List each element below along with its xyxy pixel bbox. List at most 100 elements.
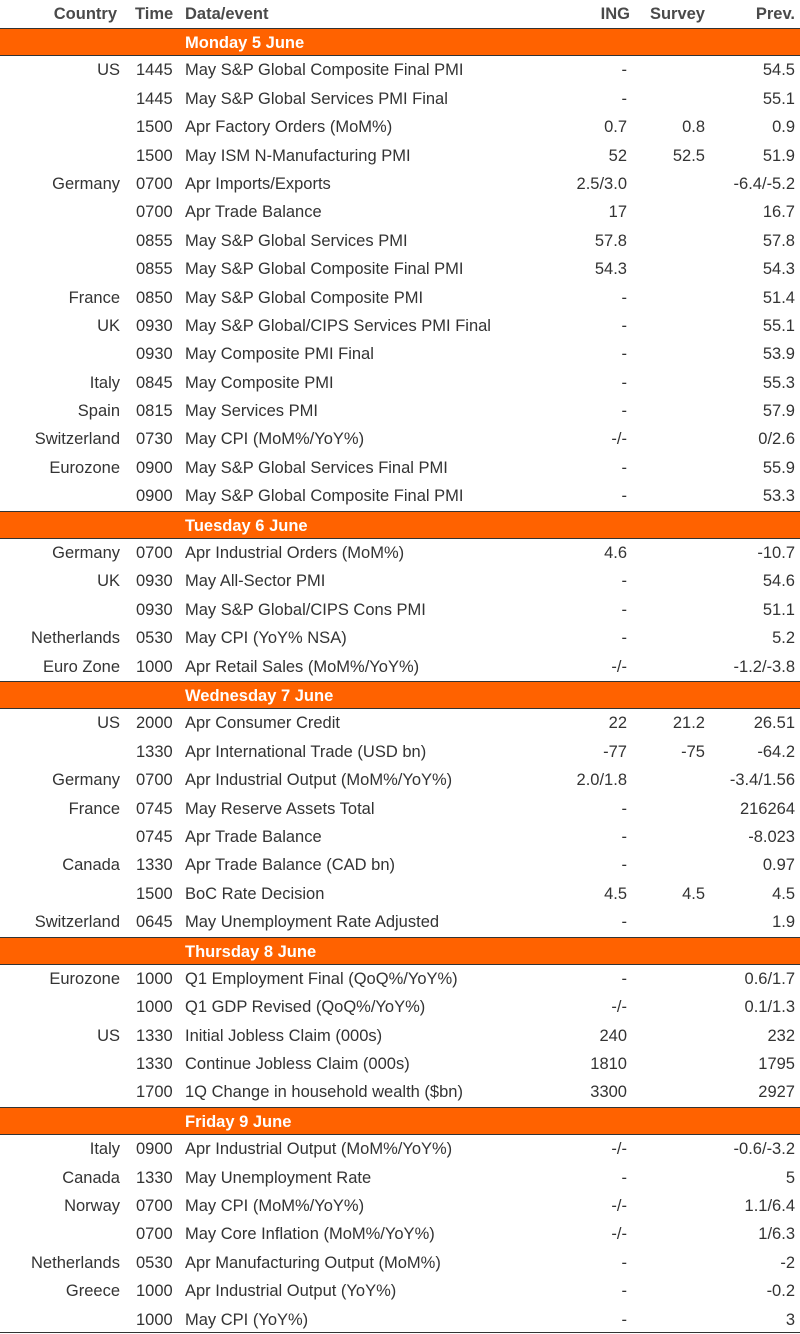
- cell-prev: 55.3: [762, 373, 795, 392]
- cell-event: May S&P Global/CIPS Cons PMI: [185, 600, 426, 619]
- table-row: Eurozone 1000 Q1 Employment Final (QoQ%/Yo…: [0, 965, 800, 993]
- cell-time: 0700: [136, 1225, 173, 1244]
- cell-prev: 5.2: [772, 629, 795, 648]
- table-row: 1000 Q1 GDP Revised (QoQ%/YoY%) -/- 0.1/1.3: [0, 993, 800, 1021]
- table-row: Germany 0700 Apr Industrial Orders (MoM%) 4…: [0, 539, 800, 567]
- cell-event: May CPI (YoY% NSA): [185, 629, 347, 648]
- cell-country: US: [97, 61, 120, 80]
- cell-country: UK: [97, 316, 120, 335]
- cell-ing: -: [621, 856, 628, 875]
- cell-time: 1445: [136, 61, 173, 80]
- header-event: Data/event: [185, 5, 269, 23]
- cell-country: Eurozone: [49, 969, 120, 988]
- cell-event: May S&P Global/CIPS Services PMI Final: [185, 316, 491, 335]
- cell-ing: 4.6: [604, 544, 627, 563]
- cell-event: Apr Trade Balance (CAD bn): [185, 856, 396, 875]
- cell-time: 1000: [136, 998, 173, 1017]
- cell-event: May Core Inflation (MoM%/YoY%): [185, 1225, 435, 1244]
- cell-time: 0900: [136, 458, 173, 477]
- cell-time: 0815: [136, 402, 173, 421]
- header-survey: Survey: [649, 5, 705, 23]
- cell-event: Apr Trade Balance: [185, 827, 322, 846]
- cell-country: Switzerland: [34, 430, 120, 449]
- table-row: Euro Zone 1000 Apr Retail Sales (MoM%/YoY%…: [0, 653, 800, 681]
- table-row: UK 0930 May All-Sector PMI - 54.6: [0, 567, 800, 595]
- cell-time: 0745: [136, 799, 173, 818]
- cell-country: Italy: [89, 1140, 120, 1159]
- cell-prev: 1.1/6.4: [744, 1197, 795, 1216]
- cell-event: May S&P Global Services PMI: [185, 231, 408, 250]
- cell-country: France: [68, 799, 120, 818]
- cell-prev: 51.4: [762, 288, 795, 307]
- cell-country: Germany: [52, 544, 120, 563]
- table-header: Country Time Data/event ING Survey Prev.: [0, 0, 800, 28]
- cell-prev: -0.2: [766, 1282, 795, 1301]
- cell-time: 0700: [136, 174, 173, 193]
- cell-country: Switzerland: [34, 913, 120, 932]
- cell-prev: 0.97: [762, 856, 795, 875]
- cell-country: Germany: [52, 771, 120, 790]
- cell-prev: 1/6.3: [758, 1225, 795, 1244]
- cell-prev: 57.9: [762, 402, 795, 421]
- table-row: Germany 0700 Apr Imports/Exports 2.5/3.0 -6.…: [0, 170, 800, 198]
- cell-ing: 1810: [590, 1055, 627, 1074]
- cell-ing: -/-: [611, 1197, 627, 1216]
- cell-ing: 17: [608, 203, 627, 222]
- cell-event: Apr Industrial Output (MoM%/YoY%): [185, 1140, 453, 1159]
- cell-prev: 51.9: [762, 146, 795, 165]
- cell-time: 1330: [136, 856, 173, 875]
- cell-prev: 0.9: [772, 118, 795, 137]
- cell-country: US: [97, 714, 120, 733]
- cell-event: BoC Rate Decision: [185, 884, 325, 903]
- table-row: Italy 0900 Apr Industrial Output (MoM%/YoY…: [0, 1135, 800, 1163]
- cell-event: Apr Consumer Credit: [185, 714, 340, 733]
- table-body: Monday 5 June US 1445 May S&P Global Compos…: [0, 28, 800, 1334]
- cell-ing: 22: [608, 714, 627, 733]
- cell-prev: 3: [785, 1310, 795, 1329]
- cell-ing: -: [621, 629, 628, 648]
- cell-event: May CPI (MoM%/YoY%): [185, 1197, 365, 1216]
- cell-time: 1445: [136, 89, 173, 108]
- cell-ing: -: [621, 61, 628, 80]
- table-row: Italy 0845 May Composite PMI - 55.3: [0, 369, 800, 397]
- cell-event: Apr Imports/Exports: [185, 174, 331, 193]
- day-label: Tuesday 6 June: [185, 516, 308, 535]
- cell-event: Apr Trade Balance: [185, 203, 322, 222]
- cell-event: May S&P Global Services Final PMI: [185, 458, 448, 477]
- cell-ing: -: [621, 827, 628, 846]
- cell-ing: -77: [603, 742, 627, 761]
- cell-time: 1330: [136, 1026, 173, 1045]
- day-label: Friday 9 June: [185, 1112, 292, 1131]
- cell-event: Apr Industrial Orders (MoM%): [185, 544, 405, 563]
- cell-time: 0900: [136, 1140, 173, 1159]
- cell-ing: -: [621, 345, 628, 364]
- cell-prev: -10.7: [757, 544, 795, 563]
- cell-prev: 5: [785, 1168, 795, 1187]
- cell-time: 1330: [136, 1055, 173, 1074]
- cell-survey: 0.8: [682, 118, 705, 137]
- cell-survey: 4.5: [682, 884, 705, 903]
- cell-event: Initial Jobless Claim (000s): [185, 1026, 383, 1045]
- table-row: 0745 Apr Trade Balance - -8.023: [0, 823, 800, 851]
- day-label: Thursday 8 June: [185, 942, 317, 961]
- table-row: 0900 May S&P Global Composite Final PMI - 5…: [0, 482, 800, 510]
- table-row: Switzerland 0730 May CPI (MoM%/YoY%) -/- 0/2…: [0, 425, 800, 453]
- cell-ing: -: [621, 1282, 628, 1301]
- cell-time: 0700: [136, 771, 173, 790]
- cell-event: Apr Industrial Output (MoM%/YoY%): [185, 771, 453, 790]
- cell-ing: -: [621, 487, 628, 506]
- cell-prev: 51.1: [762, 600, 795, 619]
- cell-time: 0855: [136, 231, 173, 250]
- cell-time: 1500: [136, 884, 173, 903]
- header-ing: ING: [600, 5, 630, 23]
- table-row: France 0850 May S&P Global Composite PMI - 5…: [0, 284, 800, 312]
- cell-ing: -/-: [611, 657, 627, 676]
- cell-prev: 54.5: [762, 61, 795, 80]
- table-row: US 2000 Apr Consumer Credit 22 21.2 26.51: [0, 709, 800, 737]
- table-row: 1500 BoC Rate Decision 4.5 4.5 4.5: [0, 880, 800, 908]
- cell-event: May CPI (YoY%): [185, 1310, 309, 1329]
- cell-country: US: [97, 1026, 120, 1045]
- table-row: 0855 May S&P Global Composite Final PMI 54…: [0, 255, 800, 283]
- cell-ing: 3300: [590, 1083, 627, 1102]
